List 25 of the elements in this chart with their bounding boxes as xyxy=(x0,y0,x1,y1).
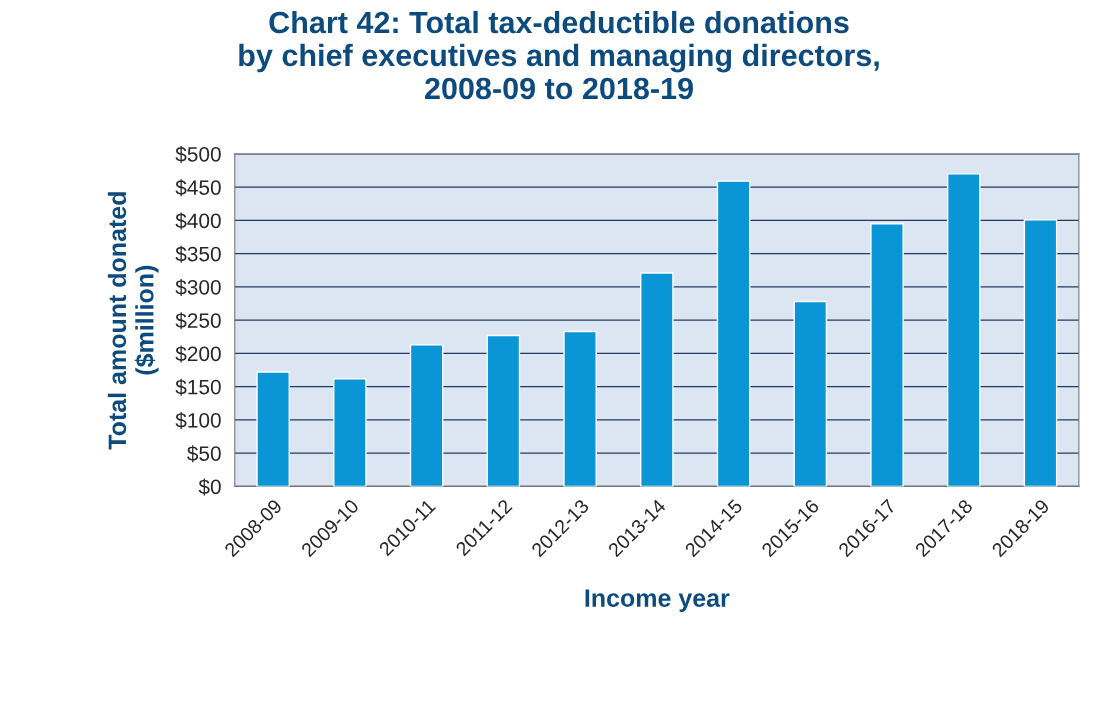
y-tick-label: $50 xyxy=(187,445,221,463)
y-tick-label: $200 xyxy=(175,345,221,363)
y-tick-label: $0 xyxy=(198,478,221,496)
y-tick-label: $150 xyxy=(175,378,221,396)
bar xyxy=(640,272,674,487)
bar xyxy=(333,377,367,487)
bar xyxy=(716,180,751,487)
bar xyxy=(563,330,597,487)
bar xyxy=(870,223,904,487)
bar xyxy=(793,300,828,487)
x-axis-title: Income year xyxy=(585,589,730,612)
y-tick-label: $100 xyxy=(175,412,221,429)
y-axis-title: Total amount donated ($million) xyxy=(107,192,159,450)
y-tick-label: $400 xyxy=(175,212,221,230)
y-tick-label: $500 xyxy=(175,146,221,163)
y-tick-label: $300 xyxy=(175,279,221,296)
y-tick-label: $350 xyxy=(175,245,221,263)
y-tick-label: $450 xyxy=(175,179,221,197)
bar xyxy=(946,173,981,487)
chart-title: Chart 42: Total tax-deductible donations by chief executives and managing directors, 2008-09 to 2018-19 xyxy=(239,10,879,100)
bar xyxy=(486,334,521,487)
y-tick-label: $250 xyxy=(175,312,221,330)
bar xyxy=(256,371,290,487)
bar xyxy=(1023,219,1058,487)
bar xyxy=(409,344,444,487)
